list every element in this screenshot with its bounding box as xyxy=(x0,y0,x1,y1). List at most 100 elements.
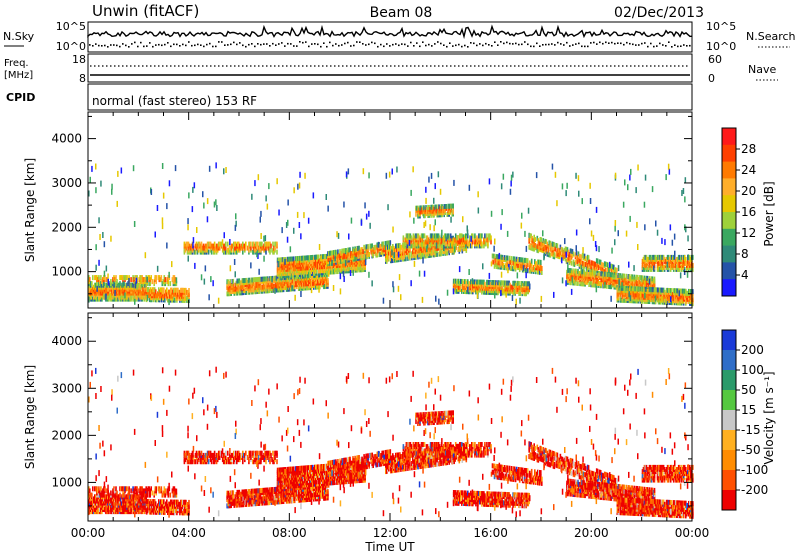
echo-cell xyxy=(324,284,326,289)
nsearch-point xyxy=(311,43,313,45)
echo-cell xyxy=(612,274,615,280)
echo-cell xyxy=(614,282,617,288)
echo-cell xyxy=(640,275,643,281)
echo-cell xyxy=(544,244,547,250)
echo-cell xyxy=(418,248,420,254)
echo-cell xyxy=(489,279,491,285)
echo-cell xyxy=(564,256,567,262)
echo-cell xyxy=(265,245,267,251)
nsearch-point xyxy=(656,45,658,47)
echo-cell xyxy=(375,244,377,250)
echo-cell xyxy=(465,243,467,249)
echo-cell xyxy=(200,241,203,247)
echo-cell xyxy=(326,253,328,259)
echo-cell xyxy=(417,205,419,211)
echo-cell xyxy=(586,269,588,275)
echo-cell xyxy=(395,253,397,259)
echo-cell xyxy=(431,248,433,254)
echo-cell xyxy=(611,280,614,286)
echo-cell xyxy=(142,277,144,283)
echo-cell xyxy=(128,282,130,288)
echo-cell xyxy=(244,243,246,249)
nsearch-point xyxy=(614,42,616,45)
echo-cell xyxy=(349,247,351,253)
nsearch-point xyxy=(665,45,667,47)
echo-cell xyxy=(599,273,601,279)
echo-cell xyxy=(229,279,231,285)
echo-cell xyxy=(223,243,226,249)
nsearch-point xyxy=(410,41,412,44)
echo-cell xyxy=(448,203,450,209)
echo-cell xyxy=(549,252,552,258)
echo-cell xyxy=(150,289,153,295)
echo-cell xyxy=(588,259,591,265)
echo-cell xyxy=(331,250,333,256)
echo-cell xyxy=(290,256,293,262)
echo-cell xyxy=(277,269,280,275)
echo-cell xyxy=(541,270,543,275)
echo-cell xyxy=(250,241,252,247)
echo-cell xyxy=(497,288,499,294)
nsearch-point xyxy=(254,45,256,48)
echo-cell xyxy=(341,256,343,262)
echo-cell xyxy=(586,262,589,268)
echo-cell xyxy=(575,276,577,282)
echo-cell xyxy=(600,266,603,272)
echo-cell xyxy=(119,275,121,281)
echo-cell xyxy=(513,256,516,262)
echo-cell xyxy=(653,287,656,293)
echo-cell xyxy=(207,241,210,247)
echo-cell xyxy=(281,257,284,263)
echo-cell xyxy=(461,248,464,254)
echo-cell xyxy=(203,245,206,251)
echo-cell xyxy=(238,241,240,247)
echo-cell xyxy=(519,257,522,263)
echo-cell xyxy=(651,276,654,282)
echo-cell xyxy=(611,263,613,269)
echo-cell xyxy=(133,277,135,283)
nsearch-point xyxy=(503,42,505,45)
echo-cell xyxy=(449,209,451,215)
power-heatmap xyxy=(88,162,694,307)
echo-cell xyxy=(382,247,384,253)
nsearch-point xyxy=(572,44,574,46)
nsearch-point xyxy=(314,43,316,45)
echo-cell xyxy=(515,282,517,288)
echo-cell xyxy=(595,274,597,280)
echo-cell xyxy=(534,243,537,248)
echo-cell xyxy=(341,248,343,254)
echo-cell xyxy=(617,283,620,288)
echo-cell xyxy=(529,268,532,274)
echo-cell xyxy=(526,281,528,287)
nsearch-point xyxy=(461,45,463,48)
echo-cell xyxy=(365,254,367,260)
echo-cell xyxy=(461,233,463,239)
echo-cell xyxy=(474,233,476,239)
echo-cell xyxy=(426,207,428,213)
echo-cell xyxy=(491,253,494,259)
echo-cell xyxy=(568,260,571,265)
echo-cell xyxy=(574,268,576,274)
echo-cell xyxy=(288,286,291,292)
echo-cell xyxy=(189,245,192,251)
nsearch-point xyxy=(680,45,682,47)
echo-cell xyxy=(318,254,320,260)
echo-cell xyxy=(193,249,196,255)
echo-cell xyxy=(548,240,551,246)
echo-cell xyxy=(317,274,319,280)
echo-cell xyxy=(358,245,360,251)
echo-cell xyxy=(170,293,172,299)
echo-cell xyxy=(94,282,96,288)
echo-cell xyxy=(289,282,292,288)
echo-cell xyxy=(313,266,315,272)
echo-cell xyxy=(452,243,455,249)
echo-cell xyxy=(630,274,633,280)
echo-cell xyxy=(126,275,128,281)
echo-cell xyxy=(538,240,541,246)
echo-cell xyxy=(239,284,242,290)
nsearch-point xyxy=(299,41,301,43)
echo-cell xyxy=(599,259,602,265)
echo-cell xyxy=(485,241,487,247)
echo-cell xyxy=(607,272,609,277)
nsearch-point xyxy=(113,44,115,46)
